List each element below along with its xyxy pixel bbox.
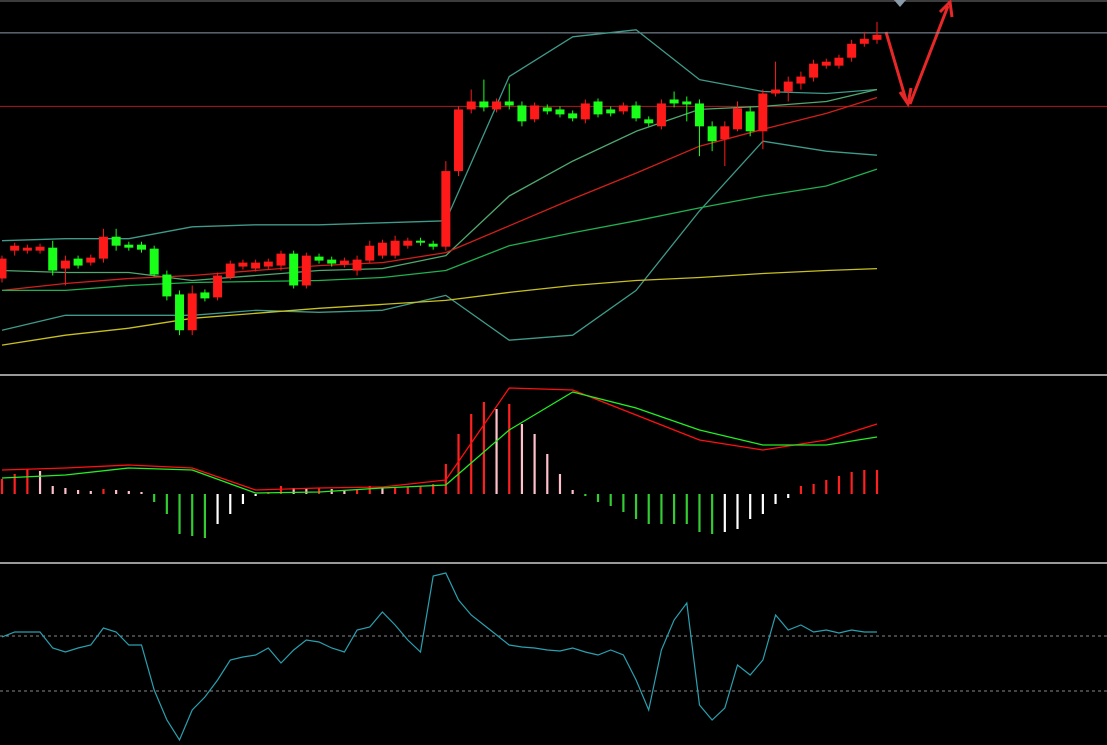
candle-body	[783, 81, 793, 92]
candle-body	[86, 257, 96, 263]
candle-body	[60, 260, 70, 269]
candle-body	[415, 240, 425, 243]
candle-body	[225, 263, 235, 278]
candle-body	[644, 119, 654, 124]
candle-body	[682, 101, 692, 105]
candle-body	[834, 57, 844, 66]
candle-body	[136, 244, 146, 250]
candle-body	[821, 61, 831, 66]
candle-body	[542, 107, 552, 112]
candle-body	[48, 247, 58, 271]
candle-body	[73, 258, 83, 266]
candle-body	[327, 259, 337, 264]
candle-body	[251, 262, 261, 269]
candle-body	[441, 171, 451, 247]
marker	[894, 0, 906, 7]
candle-body	[593, 101, 603, 115]
candle-body	[492, 101, 502, 110]
indicator-line	[1, 391, 878, 494]
candle-body	[631, 105, 641, 119]
candle-body	[124, 244, 134, 248]
candle-body	[745, 111, 755, 132]
forecast-arrow	[908, 5, 950, 105]
candle-body	[365, 245, 375, 261]
candle-body	[10, 245, 20, 251]
candle-body	[187, 293, 197, 331]
candle-body	[352, 259, 362, 271]
candle-body	[656, 103, 666, 127]
candle-body	[859, 38, 869, 44]
candle-body	[0, 258, 7, 279]
candle-body	[707, 126, 717, 142]
candle-body	[466, 101, 476, 110]
candle-body	[35, 246, 45, 251]
candle-body	[22, 247, 32, 251]
candle-body	[289, 253, 299, 286]
candle-body	[669, 99, 679, 104]
candle-body	[618, 105, 628, 112]
candle-body	[580, 103, 590, 120]
candle-body	[162, 274, 172, 297]
candle-body	[111, 236, 121, 246]
candle-body	[390, 240, 400, 256]
indicator-line	[2, 168, 878, 292]
candle-body	[403, 240, 413, 246]
candle-body	[149, 248, 159, 275]
candle-body	[504, 101, 514, 106]
arrow-head	[898, 87, 913, 108]
indicator-line	[1, 140, 878, 341]
candle-body	[263, 261, 273, 267]
candle-body	[809, 63, 819, 78]
candle-body	[454, 109, 464, 172]
candle-body	[555, 109, 565, 115]
candle-body	[428, 243, 438, 247]
candle-body	[606, 109, 616, 114]
candle-body	[276, 253, 286, 266]
candle-body	[238, 262, 248, 267]
candle-body	[377, 242, 387, 256]
indicator-line	[1, 96, 878, 292]
candle-body	[847, 43, 857, 58]
candle-body	[314, 256, 324, 261]
candle-body	[733, 108, 743, 130]
candle-body	[213, 275, 223, 298]
indicator-line	[1, 387, 878, 491]
candle-body	[479, 101, 489, 108]
candle-body	[175, 294, 185, 331]
candle-body	[872, 34, 882, 40]
candle-body	[758, 93, 768, 132]
candle-body	[694, 103, 704, 127]
candle-body	[339, 260, 349, 265]
candle-body	[530, 105, 540, 120]
candle-body	[301, 255, 311, 286]
candle-body	[200, 292, 210, 299]
candle-body	[771, 89, 781, 94]
candle-body	[517, 105, 527, 122]
forecast-arrow	[884, 31, 908, 101]
arrow-head	[938, 0, 954, 18]
candle-body	[98, 236, 108, 259]
indicator-line	[1, 88, 878, 282]
candle-body	[796, 76, 806, 84]
candle-body	[568, 113, 578, 119]
indicator-line	[1, 29, 878, 242]
candle-body	[720, 126, 730, 140]
indicator-line	[1, 267, 878, 346]
oscillator-line	[1, 572, 877, 742]
